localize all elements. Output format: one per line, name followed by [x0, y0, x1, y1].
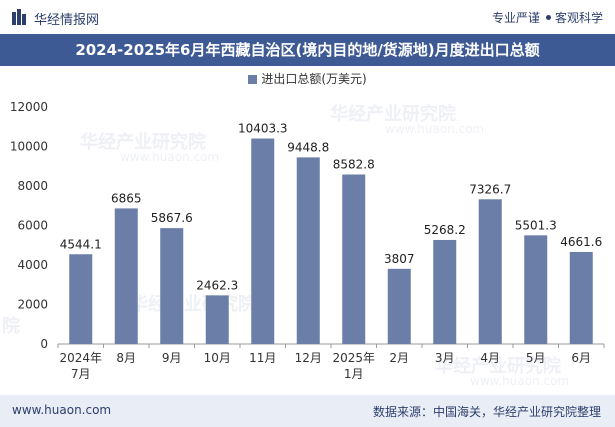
- footer: www.huaon.com 数据来源：中国海关，华经产业研究院整理: [0, 395, 615, 427]
- bar: [342, 174, 366, 344]
- y-tick-label: 12000: [10, 100, 48, 114]
- footer-source: 数据来源：中国海关，华经产业研究院整理: [372, 405, 601, 419]
- bar: [160, 228, 184, 344]
- x-tick-label: 2024年: [59, 351, 102, 365]
- x-tick-label: 7月: [71, 367, 91, 381]
- bar: [387, 268, 411, 344]
- y-tick-label: 8000: [17, 179, 48, 193]
- watermark-text: 华经产业研究院: [435, 356, 561, 377]
- watermark-fragment: 院: [2, 316, 20, 337]
- data-label: 10403.3: [238, 122, 288, 136]
- bar: [433, 239, 457, 344]
- x-tick-label: 1月: [344, 367, 364, 381]
- chart-title: 2024-2025年6月年西藏自治区(境内目的地/货源地)月度进出口总额: [75, 41, 540, 59]
- data-label: 9448.8: [287, 140, 329, 154]
- legend-swatch-icon: [248, 75, 258, 84]
- data-label: 5867.6: [151, 211, 193, 225]
- x-tick-label: 2025年: [332, 351, 375, 365]
- x-tick-label: 11月: [249, 351, 276, 365]
- tagline-2: 客观科学: [554, 11, 603, 25]
- bar: [205, 295, 229, 344]
- watermark-text: 华经产业研究院: [80, 132, 206, 153]
- bar: [69, 254, 93, 344]
- x-tick-label: 12月: [295, 351, 322, 365]
- tagline: 专业严谨 客观科学: [492, 9, 603, 26]
- bar: [524, 235, 548, 344]
- bar: [478, 199, 502, 344]
- data-label: 2462.3: [196, 278, 238, 292]
- y-tick-label: 4000: [17, 258, 48, 272]
- y-tick-label: 10000: [10, 140, 48, 154]
- data-label: 4661.6: [560, 235, 602, 249]
- x-tick-label: 2月: [389, 351, 409, 365]
- top-bar: 华经情报网 专业严谨 客观科学: [0, 0, 615, 34]
- data-label: 3807: [384, 252, 415, 266]
- bar-chart: 0 2000 4000 6000 8000 10000 12000 4544.1 2024年 7月…: [10, 100, 605, 381]
- x-tick-label: 3月: [435, 351, 455, 365]
- bar: [569, 251, 593, 344]
- watermark-url: www.huaon.com: [385, 122, 485, 136]
- y-tick-label: 0: [40, 337, 48, 351]
- tagline-1: 专业严谨: [491, 11, 540, 25]
- watermark-url: www.huaon.com: [120, 150, 220, 164]
- chart-legend: 进出口总额(万美元): [0, 70, 615, 87]
- legend-label: 进出口总额(万美元): [261, 72, 367, 86]
- data-label: 7326.7: [469, 182, 511, 196]
- x-tick-label: 9月: [162, 351, 182, 365]
- watermark-url: www.huaon.com: [470, 374, 570, 388]
- x-tick-label: 8月: [116, 351, 136, 365]
- watermark-text: 华经产业研究院: [330, 104, 456, 125]
- x-tick-label: 5月: [526, 351, 546, 365]
- data-label: 4544.1: [60, 237, 102, 251]
- bar: [251, 138, 275, 344]
- data-label: 8582.8: [333, 157, 375, 171]
- bar: [114, 208, 138, 344]
- y-tick-label: 6000: [17, 219, 48, 233]
- data-label: 6865: [111, 191, 142, 205]
- x-tick-label: 4月: [480, 351, 500, 365]
- data-label: 5501.3: [515, 218, 557, 232]
- separator-dot-icon: [545, 15, 551, 20]
- footer-website[interactable]: www.huaon.com: [12, 403, 112, 417]
- data-label: 5268.2: [424, 223, 466, 237]
- title-bar: 2024-2025年6月年西藏自治区(境内目的地/货源地)月度进出口总额: [0, 34, 615, 66]
- y-tick-label: 2000: [17, 298, 48, 312]
- x-tick-label: 10月: [204, 351, 231, 365]
- bar: [296, 157, 320, 344]
- brand-name: 华经情报网: [34, 13, 100, 28]
- brand-logo-icon: [12, 9, 26, 25]
- x-tick-label: 6月: [571, 351, 591, 365]
